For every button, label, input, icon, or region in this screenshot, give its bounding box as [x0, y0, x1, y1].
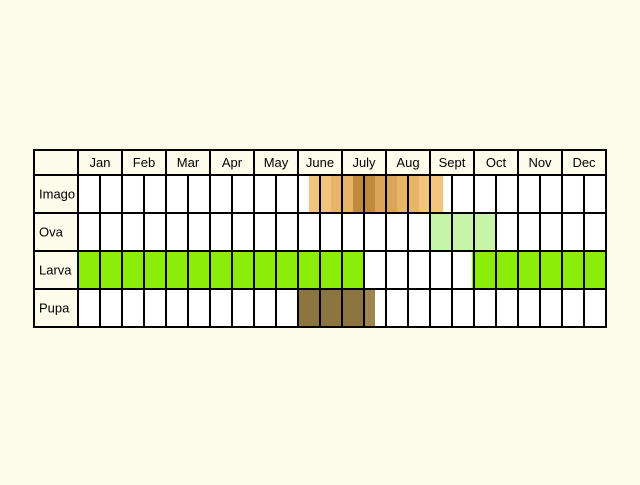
- imago-period-6: [419, 176, 444, 212]
- month-label-mar: Mar: [177, 155, 200, 170]
- month-label-june: June: [306, 155, 334, 170]
- pupa-period-1: [298, 290, 364, 326]
- month-label-aug: Aug: [396, 155, 419, 170]
- month-label-july: July: [352, 155, 376, 170]
- ova-period-2: [463, 214, 496, 250]
- month-label-apr: Apr: [222, 155, 243, 170]
- row-label-ova: Ova: [39, 225, 64, 240]
- month-label-may: May: [264, 155, 289, 170]
- ova-period-1: [430, 214, 463, 250]
- row-label-imago: Imago: [39, 187, 75, 202]
- larva-period-1: [78, 252, 364, 288]
- row-label-larva: Larva: [39, 263, 72, 278]
- month-label-feb: Feb: [133, 155, 155, 170]
- pupa-period-2: [364, 290, 375, 326]
- month-label-sept: Sept: [439, 155, 466, 170]
- larva-period-2: [471, 252, 606, 288]
- month-label-dec: Dec: [572, 155, 596, 170]
- month-label-oct: Oct: [486, 155, 507, 170]
- month-label-nov: Nov: [528, 155, 552, 170]
- month-label-jan: Jan: [90, 155, 111, 170]
- table-border: [33, 149, 607, 328]
- row-label-pupa: Pupa: [39, 301, 70, 316]
